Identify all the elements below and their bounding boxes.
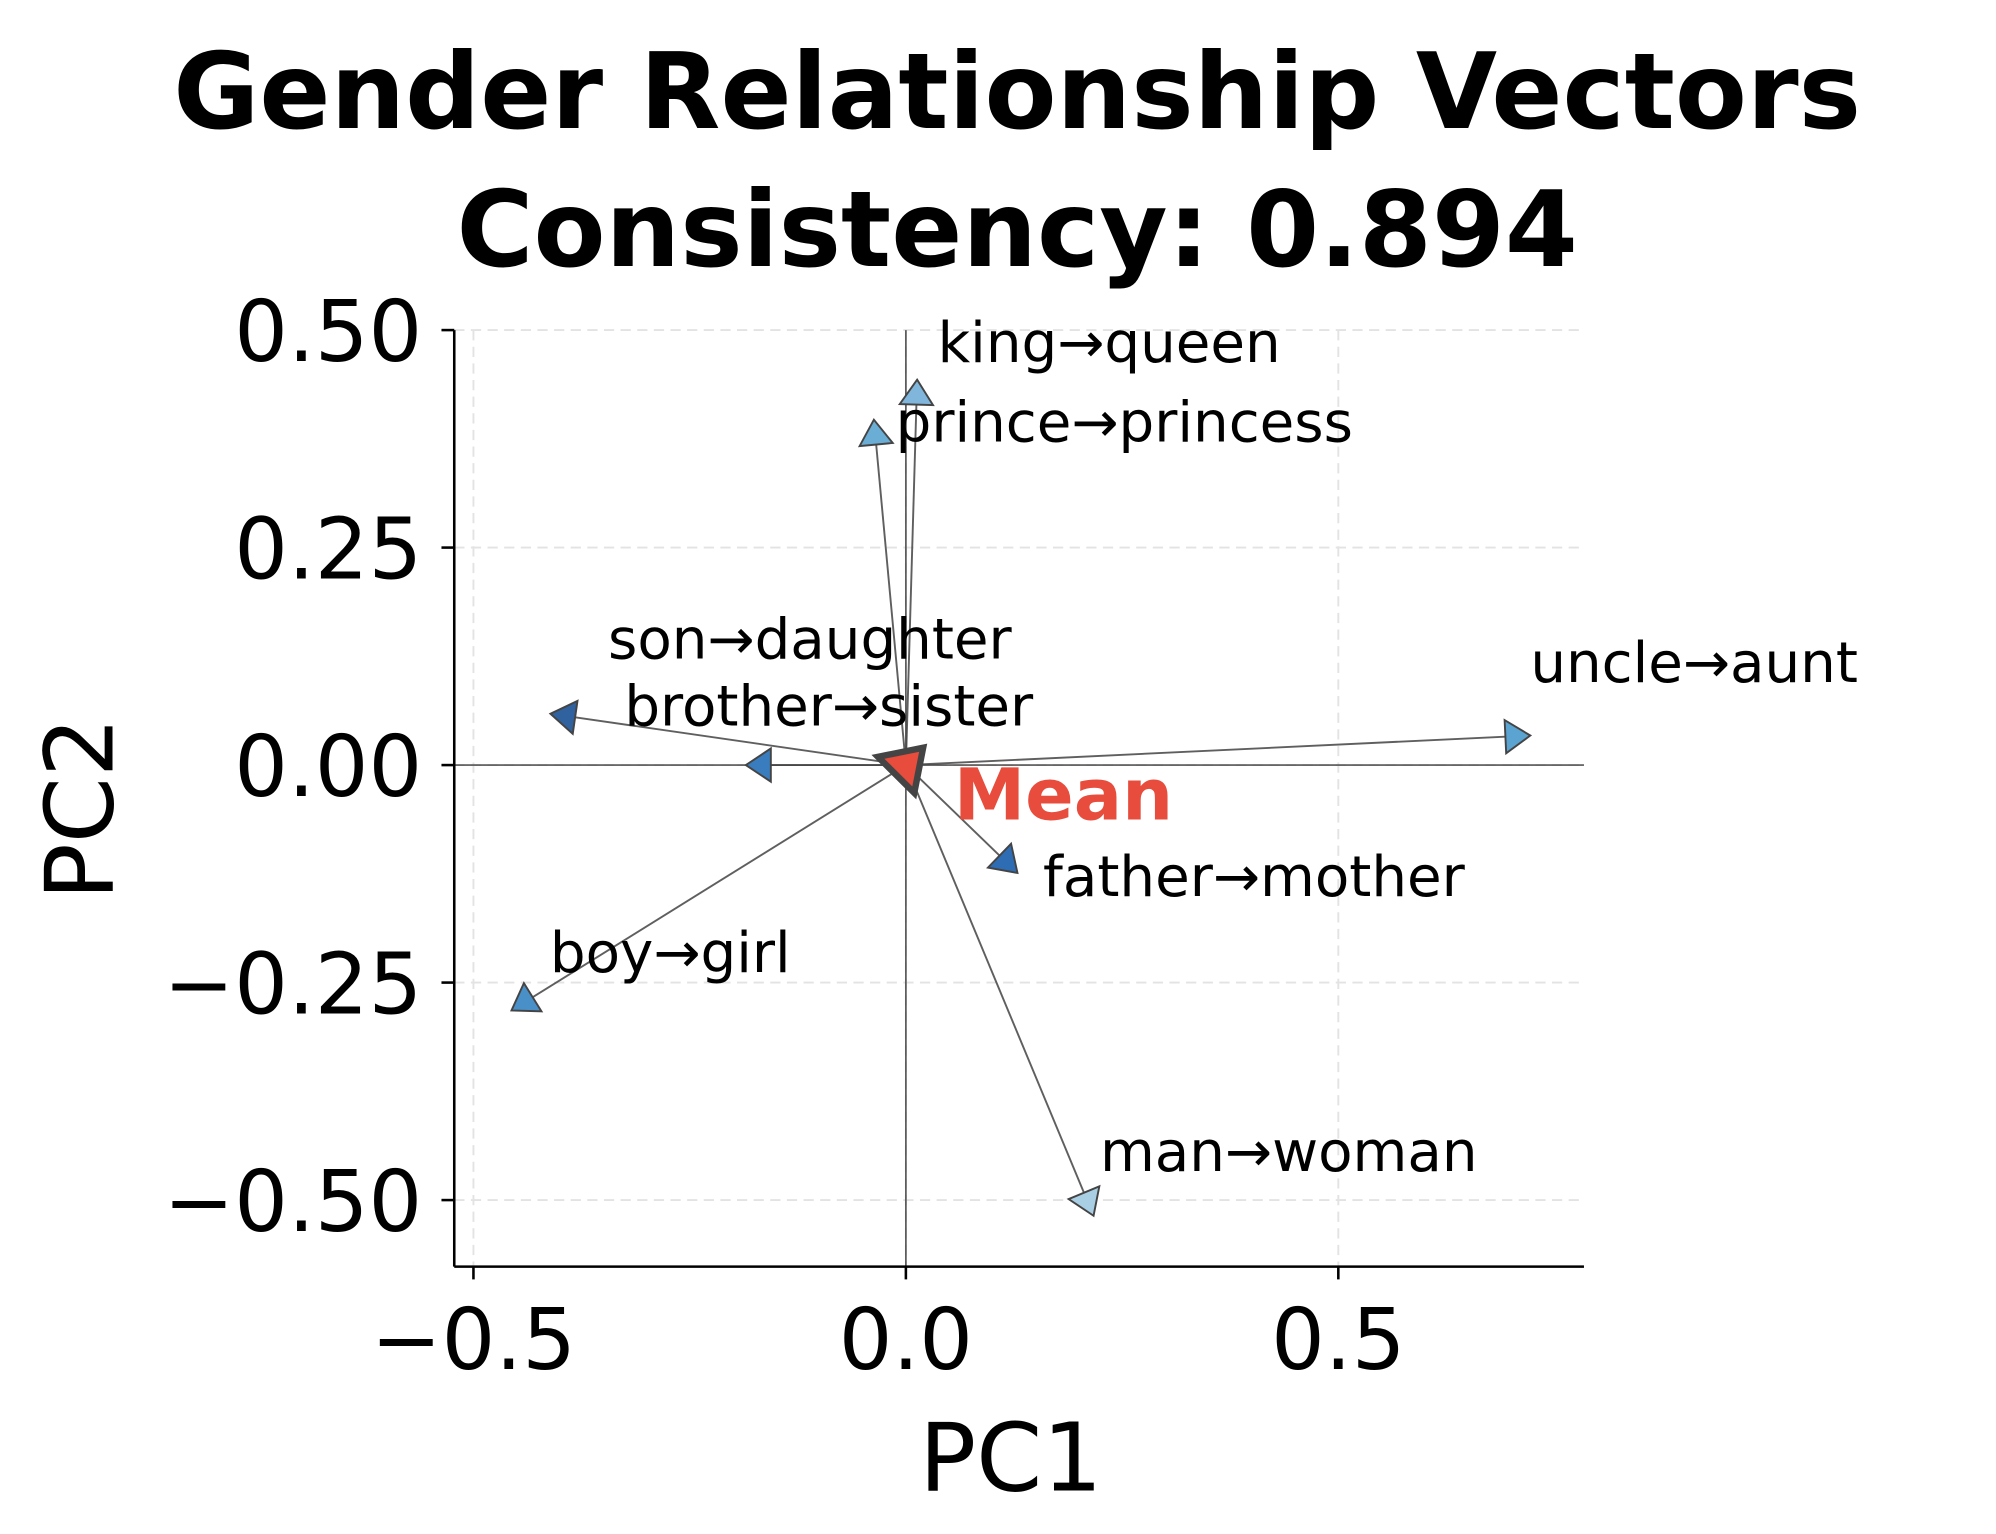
vector-arrow-head: [857, 417, 895, 448]
vector-arrow-shaft: [574, 716, 907, 767]
axes: [452, 330, 1584, 1268]
vector-arrow-head: [510, 981, 544, 1013]
vector-arrow-shaft: [905, 764, 1001, 857]
y-tick-label: 0.25: [234, 500, 422, 598]
vector-arrow-head: [744, 746, 772, 784]
vector-label: uncle→aunt: [1530, 631, 1858, 696]
vector-arrow-shaft: [532, 764, 907, 999]
vector-label: prince→princess: [896, 390, 1353, 455]
vector-arrow-shaft: [905, 735, 1506, 767]
vector-label: boy→girl: [550, 921, 791, 986]
y-tick-label: 0.50: [234, 283, 422, 381]
vectors: king→queen prince→princess son→daughterbro…: [510, 311, 1858, 1218]
x-tick-label: 0.5: [1271, 1291, 1405, 1389]
chart-title-line-1: Gender Relationship Vectors: [173, 31, 1861, 153]
vector-label: brother→sister: [624, 674, 1034, 739]
x-tick-label: −0.5: [371, 1291, 576, 1389]
vector-label: king→queen: [938, 311, 1281, 376]
y-tick-label: −0.50: [164, 1153, 423, 1251]
vector-label: man→woman: [1100, 1120, 1478, 1185]
mean-arrow-head: [871, 743, 928, 800]
vector-label: son→daughter: [608, 608, 1013, 673]
mean-label: Mean: [954, 753, 1173, 836]
vector-arrow-head: [1503, 718, 1533, 756]
ticks: −0.5 0.0 0.5 0.50 0.25 0.00 −0.25 −0.50: [164, 283, 1406, 1389]
x-axis-label: PC1: [919, 1404, 1102, 1514]
vector-arrow-shaft: [875, 444, 907, 766]
y-tick-label: 0.00: [234, 718, 422, 816]
y-axis-label: PC2: [26, 717, 136, 900]
x-tick-label: 0.0: [839, 1291, 973, 1389]
vector-arrow-shaft: [904, 764, 1085, 1194]
vector-arrow-head: [1066, 1184, 1101, 1218]
vector-arrow-head: [986, 841, 1019, 875]
vector-arrow-head: [897, 377, 935, 407]
vector-arrow-shaft: [904, 404, 918, 766]
chart-title-line-2: Consistency: 0.894: [456, 169, 1577, 291]
y-tick-label: −0.25: [164, 935, 423, 1033]
vector-arrow-head: [548, 699, 579, 736]
vector-label: father→mother: [1043, 845, 1466, 910]
